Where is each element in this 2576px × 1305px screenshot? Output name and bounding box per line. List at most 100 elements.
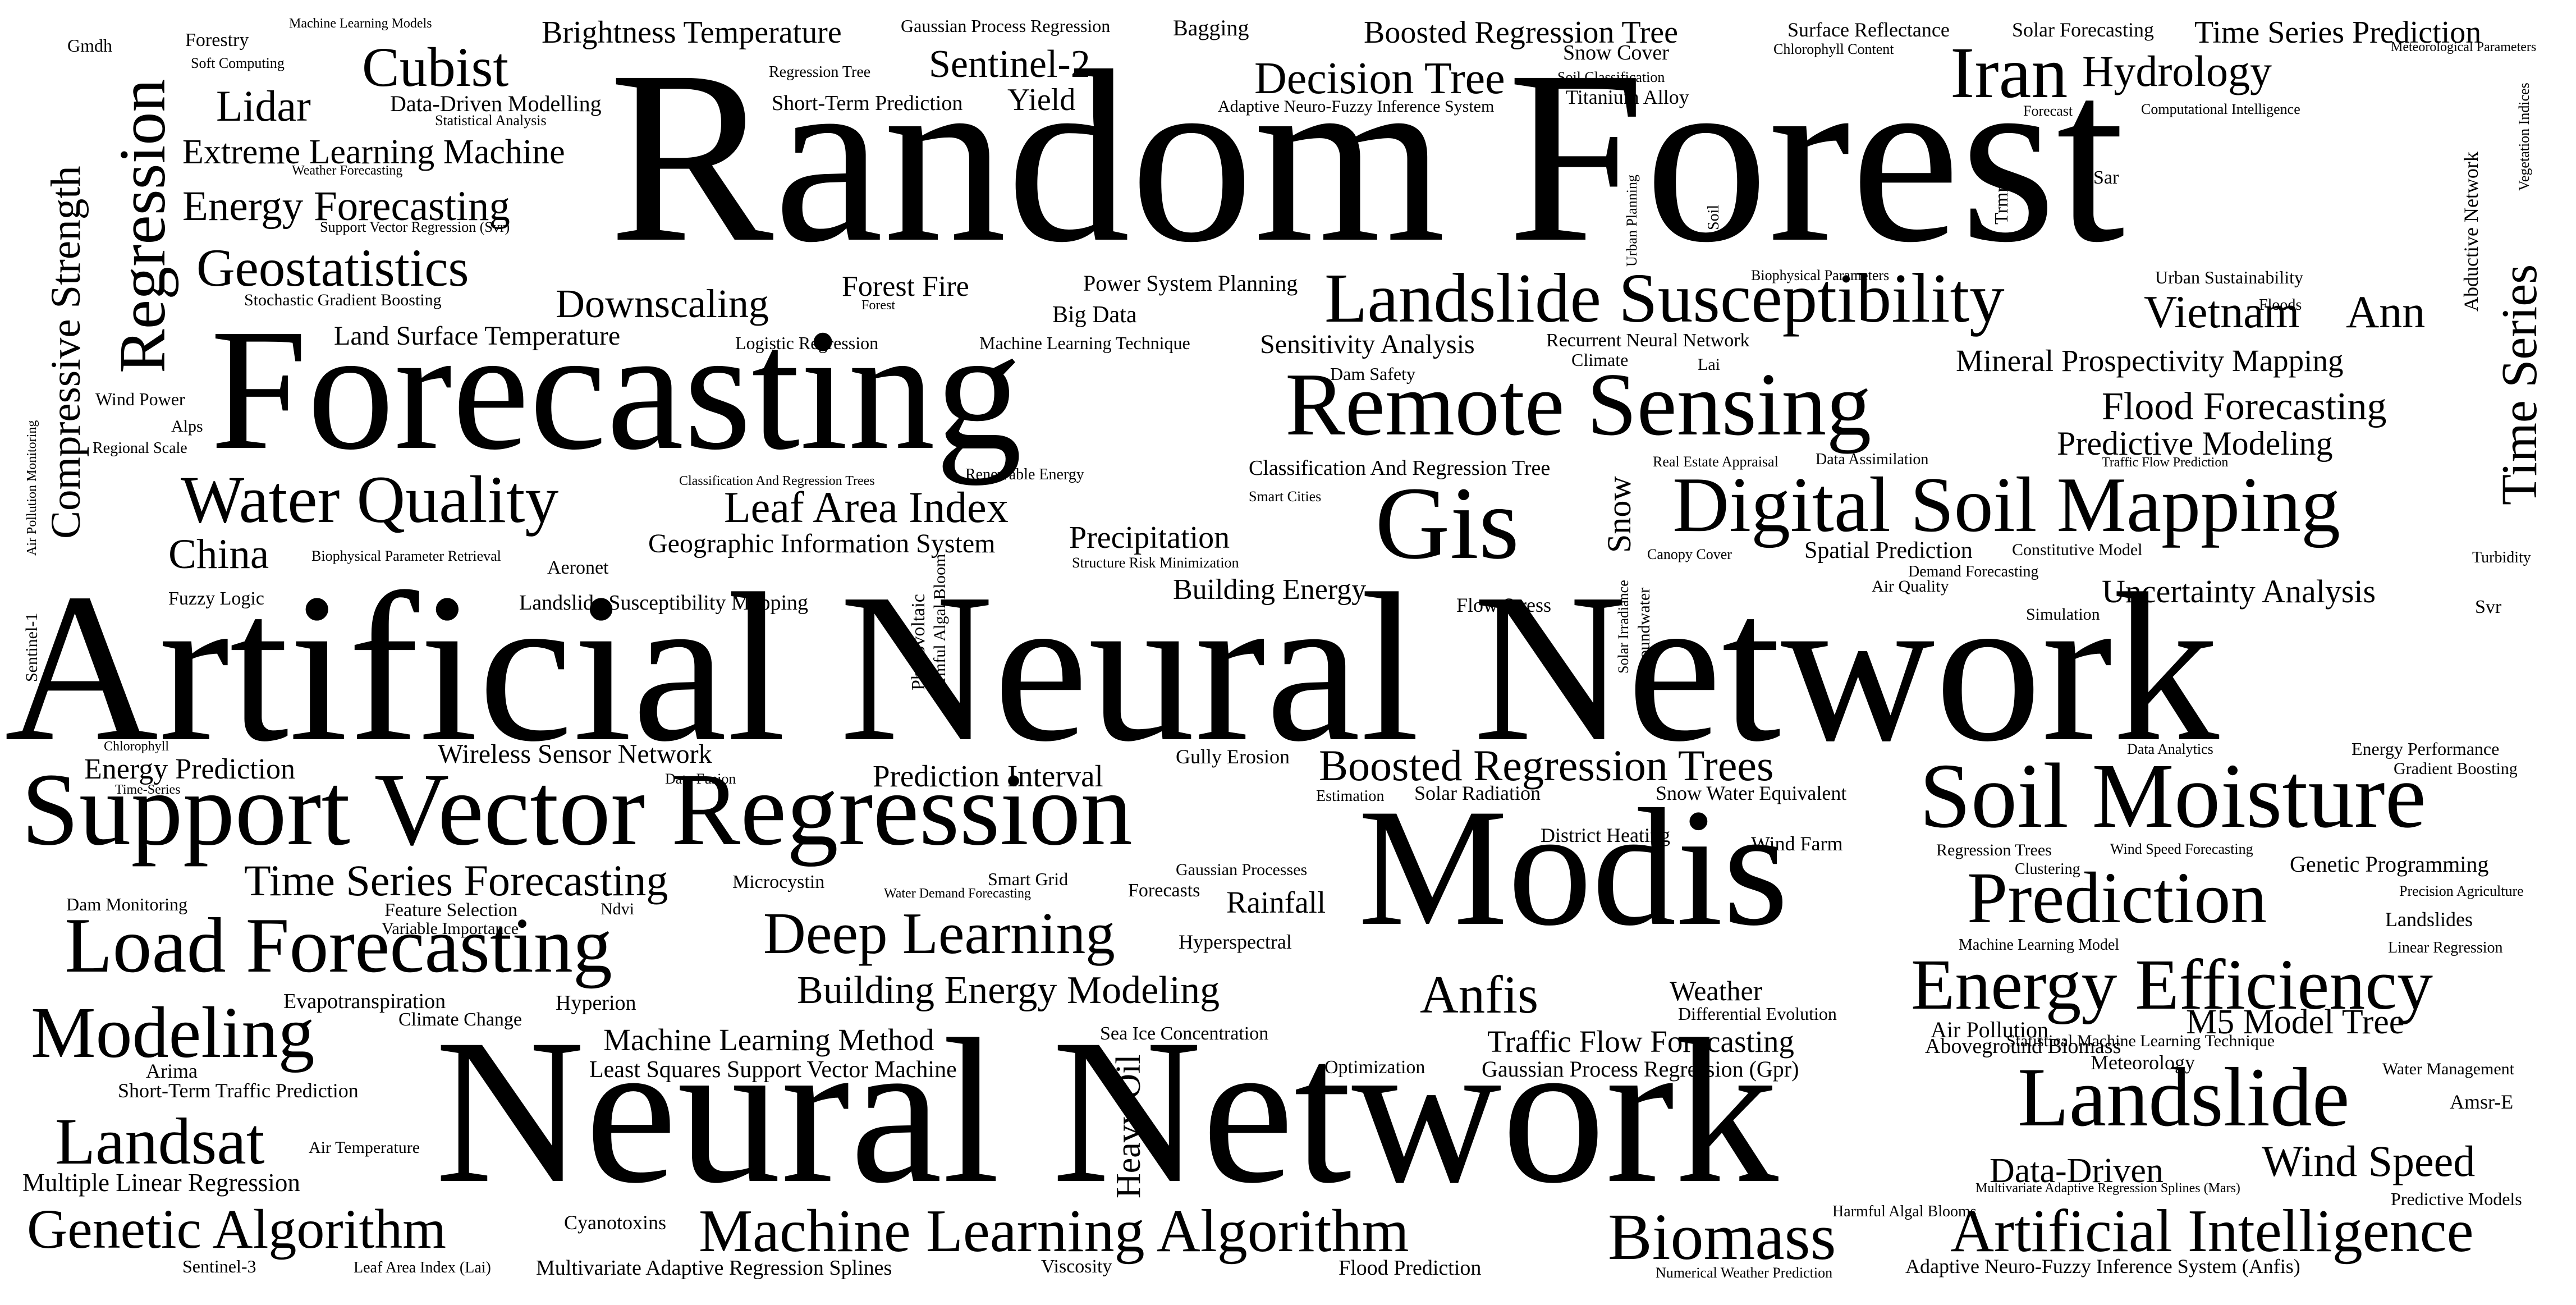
cloud-word: Titanium Alloy (1566, 86, 1689, 108)
cloud-word: Neural Network (435, 996, 1779, 1226)
cloud-word: Biomass (1608, 1200, 1836, 1274)
cloud-word: Gis (1375, 466, 1519, 581)
cloud-word: Support Vector Regression (Svr) (320, 219, 510, 235)
cloud-word: Clustering (2015, 860, 2080, 878)
cloud-word: Surface Reflectance (1787, 19, 1950, 41)
cloud-word: Prediction Interval (873, 759, 1103, 793)
cloud-word: Spatial Prediction (1804, 538, 1973, 564)
cloud-word: Multiple Linear Regression (22, 1169, 300, 1197)
cloud-word: Time Series Forecasting (244, 856, 668, 905)
cloud-word: Load Forecasting (65, 902, 612, 989)
cloud-word: Statistical Machine Learning Technique (2006, 1032, 2275, 1050)
cloud-word: Precipitation (1069, 520, 1230, 555)
cloud-word: Aboveground Biomass (1925, 1034, 2121, 1058)
cloud-word: Uncertainty Analysis (2102, 573, 2376, 610)
cloud-word: Flood Forecasting (2102, 385, 2387, 428)
cloud-word: Artificial Intelligence (1950, 1198, 2474, 1265)
cloud-word: Landslide Susceptibility (1324, 260, 2005, 337)
cloud-word: Machine Learning Models (289, 16, 432, 31)
cloud-word: Air Pollution (1931, 1017, 2049, 1042)
cloud-word: Gmdh (67, 35, 112, 56)
cloud-word: Structure Risk Minimization (1072, 555, 1239, 571)
cloud-word: Smart Cities (1249, 488, 1322, 505)
cloud-word: Sentinel-2 (929, 43, 1090, 86)
cloud-word: Solar Forecasting (2012, 19, 2154, 41)
cloud-word: Snow Cover (1563, 41, 1669, 65)
cloud-word: Data Assimilation (1816, 451, 1929, 468)
cloud-word: Estimation (1316, 787, 1385, 805)
cloud-word: Arima (146, 1060, 198, 1082)
cloud-word: Regression Tree (769, 63, 871, 81)
cloud-word: Multivariate Adaptive Regression Splines… (1975, 1181, 2240, 1196)
cloud-word: Forest Fire (842, 271, 969, 303)
cloud-word: Hyperion (556, 991, 636, 1015)
cloud-word: Simulation (2026, 605, 2100, 624)
cloud-word: Iran (1950, 33, 2068, 113)
cloud-word: Yield (1007, 83, 1076, 117)
cloud-word: Data Analytics (2127, 741, 2213, 757)
cloud-word: Multivariate Adaptive Regression Splines (536, 1256, 892, 1280)
cloud-word: Ann (2346, 286, 2426, 337)
cloud-word: Adaptive Neuro-Fuzzy Inference System (1218, 97, 1495, 116)
cloud-word: Traffic Flow Prediction (2102, 455, 2229, 470)
cloud-word: Dam Safety (1330, 364, 1415, 384)
cloud-word: Adaptive Neuro-Fuzzy Inference System (A… (1905, 1255, 2300, 1277)
cloud-word: Regression Trees (1936, 841, 2052, 859)
cloud-word: Biophysical Parameter Retrieval (311, 548, 501, 564)
cloud-word: Rainfall (1226, 885, 1326, 919)
cloud-word: Sar (2093, 167, 2119, 188)
cloud-word: Weather (1670, 975, 1763, 1006)
cloud-word: Logistic Regression (735, 333, 879, 353)
cloud-word: Forest (861, 298, 895, 313)
cloud-word: Soft Computing (191, 55, 285, 71)
cloud-word: Evapotranspiration (283, 990, 446, 1013)
cloud-word: Optimization (1324, 1057, 1425, 1078)
cloud-word: Energy Performance (2352, 739, 2500, 759)
cloud-word: Predictive Modeling (2057, 425, 2333, 462)
cloud-word: Harmful Algal Blooms (1832, 1203, 1977, 1220)
cloud-word: Time Series (2492, 264, 2547, 505)
cloud-word: Chlorophyll (104, 739, 169, 754)
cloud-word: Modeling (31, 992, 315, 1073)
cloud-word: Wind Power (95, 389, 185, 409)
cloud-word: Cyanotoxins (564, 1211, 667, 1234)
cloud-word: Precision Agriculture (2399, 883, 2524, 899)
cloud-word: Sentinel-1 (22, 612, 41, 682)
cloud-word: Floods (2259, 296, 2302, 314)
cloud-word: Variable Importance (382, 919, 519, 938)
cloud-word: Water Quality (181, 462, 559, 537)
cloud-word: Gaussian Process Regression (Gpr) (1482, 1056, 1799, 1082)
cloud-word: Data-Driven Modelling (390, 91, 602, 116)
cloud-word: Geostatistics (196, 238, 469, 297)
cloud-word: Landslide Susceptibility Mapping (519, 591, 809, 615)
cloud-word: Short-Term Traffic Prediction (118, 1079, 359, 1102)
cloud-word: Alps (171, 417, 203, 436)
cloud-word: Energy Efficiency (1911, 945, 2433, 1024)
cloud-word: Forecast (2023, 103, 2073, 119)
cloud-word: Big Data (1052, 302, 1137, 328)
cloud-word: Random Forest (609, 20, 2125, 294)
cloud-word: Regional Scale (93, 439, 187, 457)
cloud-word: Energy Prediction (84, 753, 295, 785)
cloud-word: Bagging (1173, 15, 1249, 40)
cloud-word: Data-Driven (1990, 1152, 2164, 1190)
cloud-word: Aeronet (547, 557, 609, 578)
cloud-word: Solar Radiation (1414, 782, 1541, 804)
cloud-word: Compressive Strength (43, 166, 89, 539)
cloud-word: Boosted Regression Tree (1364, 15, 1678, 50)
cloud-word: Renewable Energy (965, 466, 1084, 483)
cloud-word: Modis (1358, 774, 1789, 960)
cloud-word: Air Temperature (309, 1138, 420, 1157)
cloud-word: Traffic Flow Forecasting (1487, 1024, 1794, 1059)
cloud-word: Short-Term Prediction (772, 91, 963, 115)
cloud-word: Mineral Prospectivity Mapping (1956, 344, 2344, 378)
cloud-word: Snow Water Equivalent (1656, 782, 1847, 804)
cloud-word: Downscaling (556, 281, 769, 326)
cloud-word: Linear Regression (2388, 939, 2503, 956)
cloud-word: Computational Intelligence (2141, 101, 2300, 117)
cloud-word: Decision Tree (1254, 54, 1505, 103)
cloud-word: Canopy Cover (1647, 546, 1732, 562)
cloud-word: Wind Farm (1751, 832, 1843, 855)
cloud-word: Photovoltaic (908, 594, 929, 690)
cloud-word: Machine Learning Algorithm (699, 1198, 1409, 1265)
